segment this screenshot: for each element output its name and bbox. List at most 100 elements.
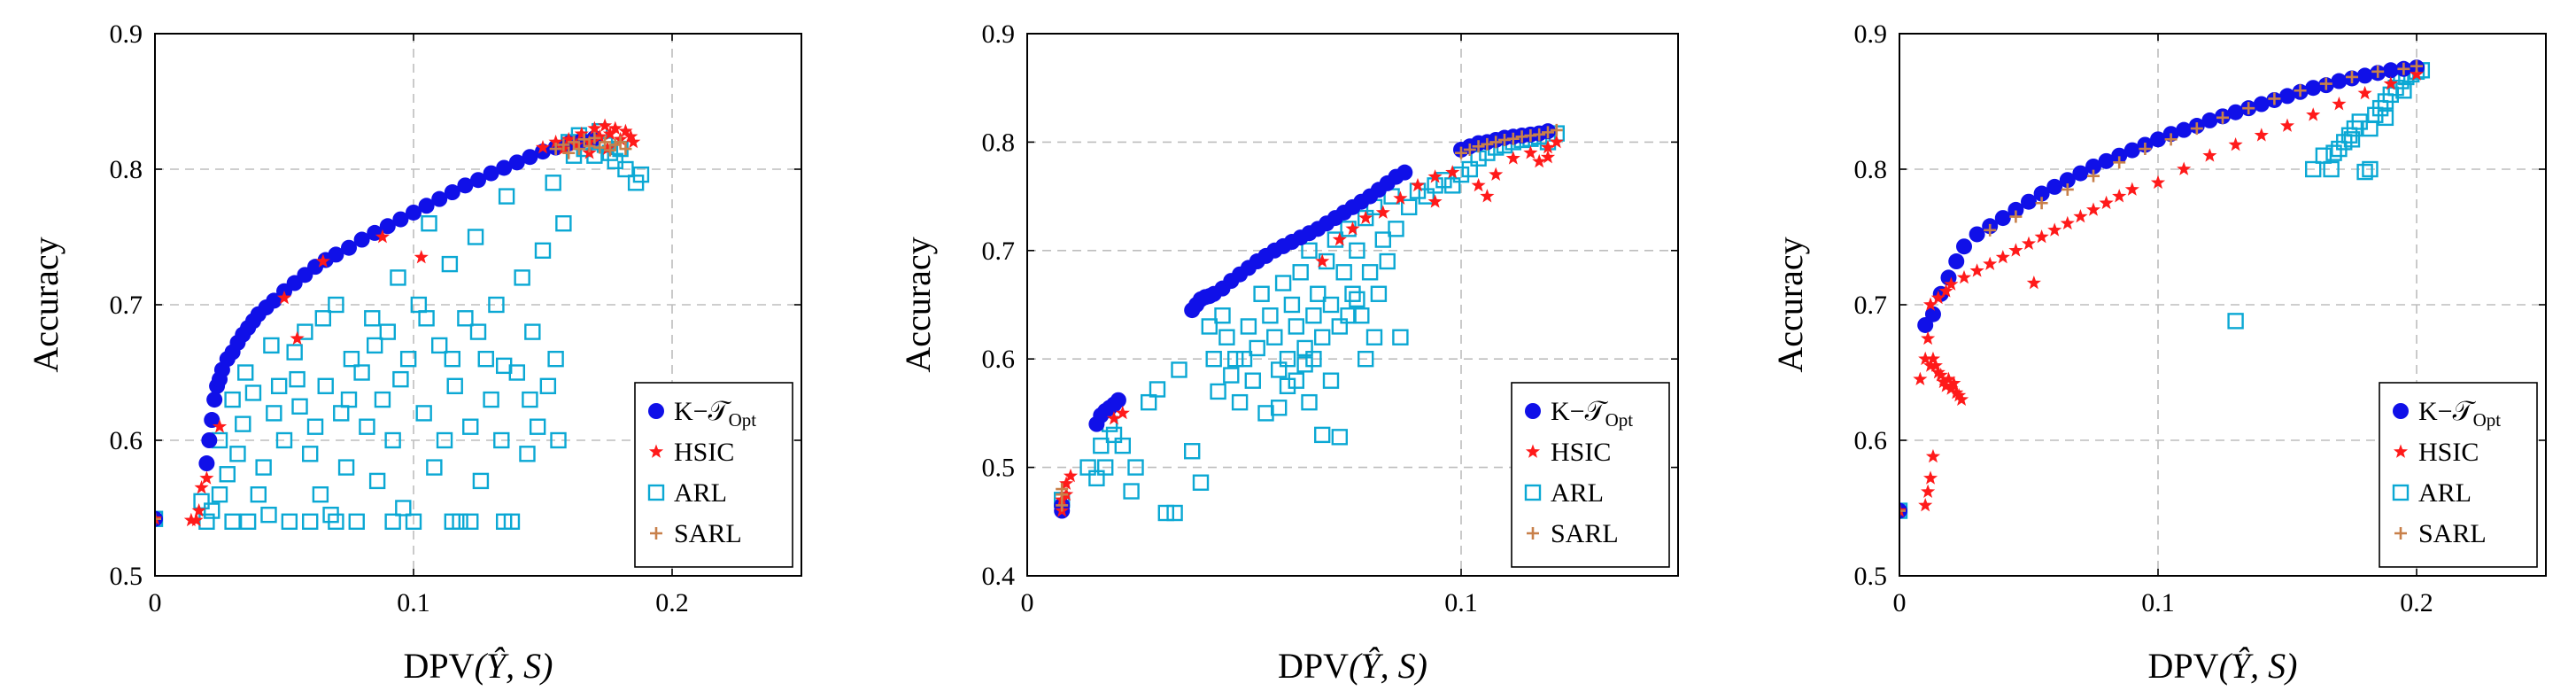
data-point	[1922, 297, 1938, 311]
data-point	[2021, 193, 2037, 210]
data-point	[1969, 263, 1984, 277]
data-point	[598, 118, 613, 132]
data-point	[555, 214, 572, 232]
series-arl-points	[1899, 62, 2431, 519]
data-point	[1994, 210, 2011, 227]
legend-item: HSIC	[648, 438, 734, 467]
data-point	[2323, 160, 2340, 178]
data-point	[194, 480, 209, 494]
data-point	[193, 493, 210, 510]
data-point	[2087, 169, 2100, 182]
data-point	[1235, 351, 1253, 368]
legend-marker	[650, 527, 662, 540]
data-point	[1110, 392, 1126, 408]
data-point	[1310, 285, 1327, 302]
data-point	[483, 391, 499, 408]
data-point	[1941, 371, 1956, 386]
data-point	[1253, 285, 1270, 302]
data-point	[2007, 201, 2024, 218]
data-point	[496, 159, 513, 176]
data-point	[1925, 351, 1941, 366]
data-point	[539, 377, 557, 394]
data-point	[191, 503, 206, 517]
data-point	[211, 486, 228, 503]
legend-label: K−𝒯Opt	[2418, 397, 2501, 431]
data-point	[1948, 253, 1965, 270]
data-point	[1141, 393, 1157, 411]
data-point	[2046, 178, 2063, 195]
data-point	[1201, 318, 1218, 335]
data-point	[1445, 165, 1460, 179]
data-point	[1542, 126, 1554, 139]
legend-label: HSIC	[1551, 438, 1611, 467]
data-point	[1427, 194, 1443, 208]
data-point	[2176, 121, 2193, 138]
data-point	[2033, 185, 2050, 202]
legend-label: ARL	[1551, 478, 1604, 508]
data-point	[1271, 361, 1288, 378]
data-point	[1921, 484, 1936, 499]
data-point	[1921, 330, 1936, 346]
data-point	[2139, 143, 2152, 156]
data-point	[441, 255, 459, 273]
data-point	[1331, 318, 1348, 335]
data-point	[2026, 276, 2041, 290]
data-point	[522, 391, 538, 408]
data-point	[1301, 393, 1318, 411]
data-point	[395, 500, 412, 516]
data-point	[379, 323, 396, 340]
data-point	[2294, 84, 2307, 97]
data-point	[328, 246, 344, 263]
data-point	[1379, 252, 1396, 270]
data-point	[1463, 143, 1476, 156]
data-point	[469, 323, 487, 340]
data-point	[314, 310, 331, 327]
legend-item: ARL	[647, 478, 727, 508]
data-point	[436, 431, 453, 449]
data-point	[1925, 448, 1941, 463]
chart-panel-2: 0 0.1 0.4 0.5 0.6 0.7 0.8 0.9 Accuracy DPV(Ŷ, S) K…	[898, 19, 1679, 686]
legend-item: HSIC	[1525, 438, 1611, 467]
data-point	[2227, 313, 2244, 330]
data-point	[2343, 131, 2361, 148]
data-point	[547, 351, 564, 368]
data-point	[270, 377, 288, 394]
series-kopt-points	[155, 129, 603, 527]
data-point	[384, 513, 401, 530]
legend-label: SARL	[674, 519, 742, 548]
data-point	[431, 190, 448, 207]
data-point	[2099, 195, 2114, 210]
data-point	[496, 513, 513, 530]
data-point	[2362, 120, 2379, 137]
legend-marker	[1524, 484, 1542, 501]
data-point	[263, 337, 280, 354]
data-point	[1315, 253, 1330, 268]
data-point	[1952, 388, 1967, 402]
data-point	[1540, 140, 1556, 154]
legend-label: ARL	[2418, 478, 2472, 508]
data-point	[1481, 137, 1494, 151]
data-point	[1257, 405, 1274, 422]
data-point	[1266, 329, 1283, 346]
data-point	[534, 242, 552, 259]
y-axis-label: Accuracy	[1770, 237, 1810, 372]
data-point	[198, 455, 215, 472]
data-point	[2202, 148, 2217, 162]
data-point	[522, 149, 538, 166]
data-point	[1056, 499, 1069, 512]
data-point	[462, 513, 479, 530]
data-point	[1331, 429, 1348, 446]
data-point	[2113, 156, 2126, 169]
data-point	[592, 128, 607, 144]
data-point	[189, 512, 204, 527]
data-point	[431, 337, 448, 354]
data-point	[1205, 351, 1222, 368]
x-tick-label: 0.1	[397, 588, 430, 617]
data-point	[183, 512, 198, 527]
series-sarl-points	[1056, 123, 1563, 512]
data-point	[275, 431, 293, 449]
data-point	[2409, 66, 2425, 81]
data-point	[545, 175, 561, 191]
x-tick-label: 0	[1893, 588, 1907, 617]
series-sarl-points	[1899, 59, 2423, 517]
